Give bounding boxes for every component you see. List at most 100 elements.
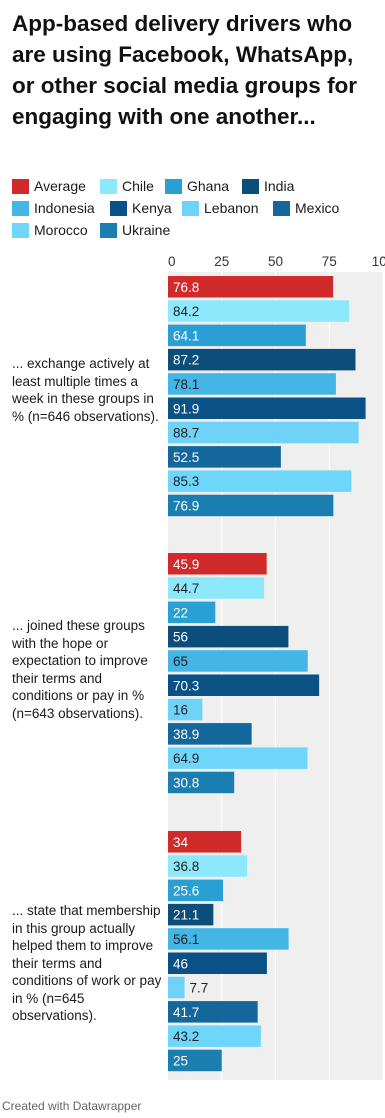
bar-morocco	[168, 470, 352, 492]
bar-value-label: 85.3	[173, 474, 199, 489]
legend-item-indonesia: Indonesia	[12, 198, 95, 218]
bar-value-label: 88.7	[173, 426, 199, 441]
bar-average	[168, 553, 267, 575]
bar-value-label: 64.9	[173, 751, 199, 766]
bar-value-label: 65	[173, 654, 188, 669]
bar-mexico	[168, 723, 252, 745]
x-tick-label: 50	[268, 254, 283, 269]
bar-lebanon	[168, 421, 359, 444]
bar-indonesia	[168, 650, 308, 672]
bar-value-label: 52.5	[173, 450, 199, 465]
bar-india	[168, 903, 214, 926]
x-tick-label: 75	[322, 254, 337, 269]
legend-swatch	[182, 200, 199, 216]
legend-item-morocco: Morocco	[12, 220, 88, 240]
bar-value-label: 76.9	[173, 498, 199, 513]
bar-value-label: 25.6	[173, 883, 199, 898]
bar-value-label: 56	[173, 630, 188, 645]
legend-swatch	[273, 200, 290, 216]
bar-value-label: 38.9	[173, 727, 199, 742]
legend-swatch	[242, 178, 259, 194]
bar-india	[168, 348, 356, 371]
bar-value-label: 64.1	[173, 328, 199, 343]
bar-ukraine	[168, 771, 235, 794]
legend-label: Morocco	[34, 222, 88, 238]
bar-value-label: 84.2	[173, 304, 199, 319]
legend-item-ghana: Ghana	[165, 176, 229, 196]
bar-mexico	[168, 1001, 258, 1023]
bar-value-label: 91.9	[173, 401, 199, 416]
legend-item-average: Average	[12, 176, 86, 196]
footer-credit: Created with Datawrapper	[2, 1099, 142, 1113]
bar-india	[168, 625, 289, 648]
bar-value-label: 87.2	[173, 353, 199, 368]
legend-label: Chile	[122, 178, 154, 194]
bar-value-label: 34	[173, 835, 189, 850]
legend-label: Mexico	[295, 200, 340, 216]
group-label-exchange: ... exchange actively at least multiple …	[12, 356, 159, 424]
bar-average	[168, 831, 242, 853]
bar-value-label: 30.8	[173, 775, 199, 790]
group-label-helped: ... state that membership in this group …	[12, 903, 162, 1023]
legend-swatch	[165, 178, 182, 194]
bar-ghana	[168, 324, 306, 347]
legend-item-lebanon: Lebanon	[182, 198, 259, 218]
bar-ukraine	[168, 1049, 222, 1072]
bar-value-label: 25	[173, 1053, 188, 1068]
legend-swatch	[12, 200, 29, 216]
legend-swatch	[12, 178, 29, 194]
bar-kenya	[168, 397, 366, 419]
bar-value-label: 45.9	[173, 557, 199, 572]
legend-label: Lebanon	[204, 200, 259, 216]
legend-item-chile: Chile	[100, 176, 154, 196]
bar-value-label: 44.7	[173, 581, 199, 596]
legend-item-india: India	[242, 176, 294, 196]
chart-title: App-based delivery drivers who are using…	[12, 11, 358, 129]
bar-lebanon	[168, 698, 203, 721]
bar-ghana	[168, 879, 224, 902]
bar-chile	[168, 300, 350, 322]
legend-label: Ukraine	[122, 222, 171, 238]
legend-label: Indonesia	[34, 200, 95, 216]
bar-ghana	[168, 601, 216, 624]
legend-item-ukraine: Ukraine	[100, 220, 170, 240]
bar-kenya	[168, 674, 320, 696]
x-tick-label: 100	[372, 254, 385, 269]
legend-label: Average	[34, 178, 86, 194]
bar-value-label: 46	[173, 956, 188, 971]
group-label-joined: ... joined these groups with the hope or…	[12, 618, 148, 721]
bar-value-label: 56.1	[173, 932, 199, 947]
bar-value-label: 7.7	[190, 981, 209, 996]
bar-morocco	[168, 747, 308, 769]
legend-item-mexico: Mexico	[273, 198, 339, 218]
x-tick-label: 0	[168, 254, 176, 269]
bar-value-label: 41.7	[173, 1005, 199, 1020]
legend-swatch	[100, 222, 117, 238]
bar-average	[168, 276, 334, 298]
bar-mexico	[168, 446, 281, 468]
legend-label: Kenya	[132, 200, 172, 216]
bar-value-label: 43.2	[173, 1029, 199, 1044]
bar-value-label: 76.8	[173, 280, 199, 295]
bar-value-label: 70.3	[173, 678, 199, 693]
legend-item-kenya: Kenya	[110, 198, 172, 218]
bar-chile	[168, 855, 248, 877]
legend-swatch	[110, 200, 127, 216]
legend-swatch	[12, 222, 29, 238]
legend-swatch	[100, 178, 117, 194]
x-tick-label: 25	[214, 254, 229, 269]
legend-label: India	[264, 178, 295, 194]
bar-value-label: 22	[173, 605, 188, 620]
bar-chile	[168, 577, 265, 599]
bar-value-label: 78.1	[173, 377, 199, 392]
bar-value-label: 21.1	[173, 908, 199, 923]
bar-lebanon	[168, 976, 185, 999]
bar-indonesia	[168, 928, 289, 950]
legend-label: Ghana	[187, 178, 230, 194]
bar-value-label: 16	[173, 703, 188, 718]
bar-indonesia	[168, 373, 336, 395]
bar-ukraine	[168, 494, 334, 517]
bar-value-label: 36.8	[173, 859, 199, 874]
bar-kenya	[168, 952, 267, 974]
